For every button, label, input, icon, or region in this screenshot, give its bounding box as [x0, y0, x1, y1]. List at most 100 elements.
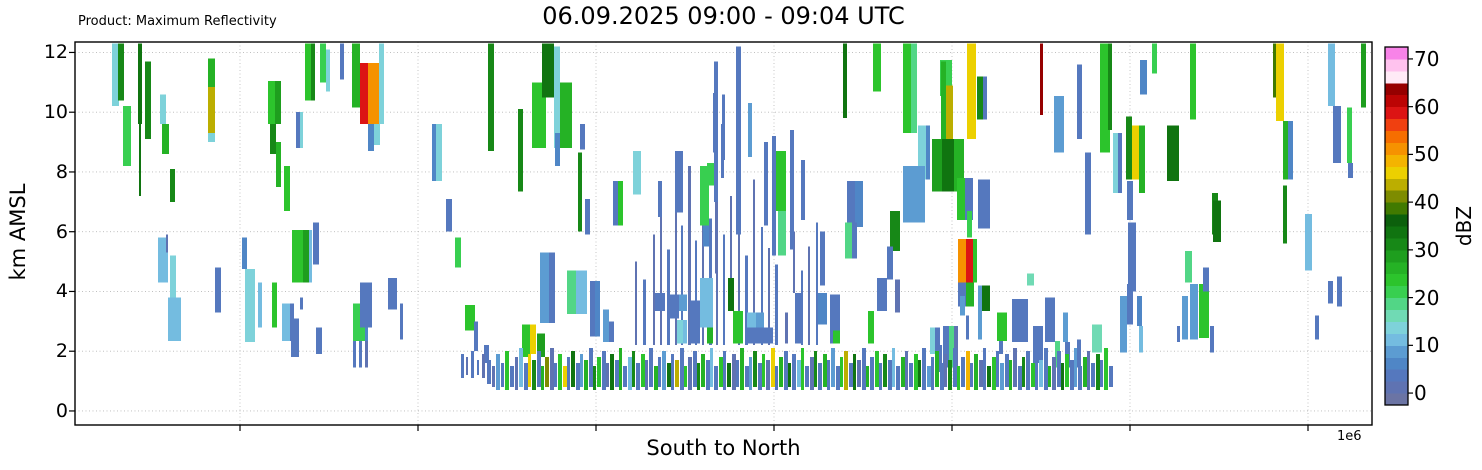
reflectivity-bar	[775, 264, 778, 346]
reflectivity-bar	[555, 133, 560, 166]
reflectivity-bar	[311, 43, 315, 101]
reflectivity-bar	[270, 124, 276, 155]
reflectivity-bar	[967, 210, 972, 238]
reflectivity-bar	[1315, 315, 1319, 340]
colorbar-outline	[1384, 46, 1409, 406]
reflectivity-bar	[918, 125, 928, 180]
reflectivity-bar	[530, 324, 536, 355]
reflectivity-bar	[1104, 348, 1108, 391]
reflectivity-bar	[576, 363, 580, 391]
reflectivity-bar	[1190, 283, 1198, 340]
reflectivity-bar	[158, 237, 168, 283]
reflectivity-bar	[681, 225, 683, 346]
reflectivity-bar	[1288, 121, 1293, 180]
reflectivity-bar	[727, 363, 731, 388]
reflectivity-bar	[360, 282, 372, 328]
reflectivity-bar	[567, 357, 570, 391]
reflectivity-bar	[1078, 366, 1082, 391]
reflectivity-bar	[677, 319, 687, 344]
reflectivity-bar	[973, 239, 977, 283]
reflectivity-bar	[966, 315, 969, 340]
colorbar-segment	[1385, 58, 1408, 72]
reflectivity-bar	[1005, 354, 1009, 388]
reflectivity-bar	[688, 165, 691, 346]
reflectivity-bar	[733, 310, 743, 344]
reflectivity-bar	[541, 366, 544, 391]
reflectivity-bar	[492, 366, 495, 388]
reflectivity-bar	[710, 348, 713, 388]
reflectivity-bar	[966, 351, 970, 391]
reflectivity-bar	[474, 321, 478, 352]
reflectivity-bar	[537, 333, 545, 358]
y-tick-label: 6	[55, 220, 68, 243]
reflectivity-bar	[701, 354, 705, 388]
reflectivity-bar	[762, 354, 765, 388]
reflectivity-bar	[700, 278, 713, 328]
reflectivity-bar	[680, 348, 684, 391]
reflectivity-bar	[722, 94, 725, 161]
reflectivity-bar	[954, 139, 964, 192]
reflectivity-bar	[305, 43, 311, 101]
reflectivity-bar	[892, 348, 895, 388]
reflectivity-bar	[139, 124, 141, 196]
colorbar-segment	[1385, 130, 1408, 143]
reflectivity-bars	[112, 43, 1366, 391]
reflectivity-bar	[896, 366, 900, 391]
reflectivity-bar	[961, 357, 965, 388]
reflectivity-bar	[1199, 283, 1209, 338]
reflectivity-bar	[707, 327, 713, 344]
reflectivity-bar	[785, 312, 788, 344]
reflectivity-bar	[1276, 43, 1284, 122]
reflectivity-bar	[736, 360, 739, 388]
reflectivity-bar	[649, 348, 653, 388]
reflectivity-bar	[761, 227, 763, 346]
reflectivity-bar	[958, 239, 966, 283]
reflectivity-bar	[932, 139, 942, 192]
x-axis-offset-label: 1e6	[1337, 429, 1362, 444]
reflectivity-bar	[810, 357, 814, 391]
reflectivity-bar	[996, 351, 999, 388]
colorbar-segment	[1385, 381, 1408, 394]
reflectivity-bar	[814, 351, 817, 388]
reflectivity-bar	[732, 354, 736, 391]
reflectivity-bar	[714, 61, 718, 202]
reflectivity-bar	[268, 80, 275, 125]
reflectivity-bar	[595, 281, 600, 337]
reflectivity-bar	[905, 351, 908, 391]
reflectivity-bar	[1185, 251, 1192, 283]
reflectivity-bar	[654, 366, 658, 391]
reflectivity-bar	[772, 136, 776, 256]
reflectivity-bar	[365, 340, 368, 368]
reflectivity-bar	[215, 267, 221, 313]
reflectivity-bar	[706, 360, 710, 391]
reflectivity-bar	[296, 112, 300, 149]
reflectivity-bar	[745, 366, 749, 388]
reflectivity-bar	[1012, 298, 1028, 343]
reflectivity-bar	[714, 366, 718, 391]
colorbar-segment	[1385, 106, 1408, 120]
reflectivity-bar	[379, 43, 384, 125]
reflectivity-bar	[983, 348, 986, 391]
colorbar-segment	[1385, 214, 1408, 227]
colorbar-segment	[1385, 285, 1408, 299]
reflectivity-bar	[578, 152, 582, 232]
reflectivity-bar	[818, 292, 827, 325]
reflectivity-bar	[170, 255, 176, 298]
reflectivity-bar	[935, 351, 939, 388]
reflectivity-bar	[374, 124, 380, 146]
reflectivity-bar	[576, 270, 587, 314]
y-tick-label: 12	[43, 41, 68, 64]
reflectivity-bar	[1348, 162, 1353, 178]
colorbar-segment	[1385, 297, 1408, 311]
reflectivity-bar	[756, 312, 764, 328]
reflectivity-bar	[313, 222, 319, 265]
reflectivity-bar	[488, 43, 494, 152]
colorbar-segment	[1385, 321, 1408, 334]
axes-spines	[74, 41, 1373, 426]
colorbar-segment	[1385, 94, 1408, 108]
reflectivity-bar	[857, 360, 861, 388]
reflectivity-bar	[992, 357, 996, 391]
reflectivity-bar	[771, 348, 775, 388]
colorbar-segment	[1385, 166, 1408, 179]
reflectivity-bar	[567, 270, 576, 314]
